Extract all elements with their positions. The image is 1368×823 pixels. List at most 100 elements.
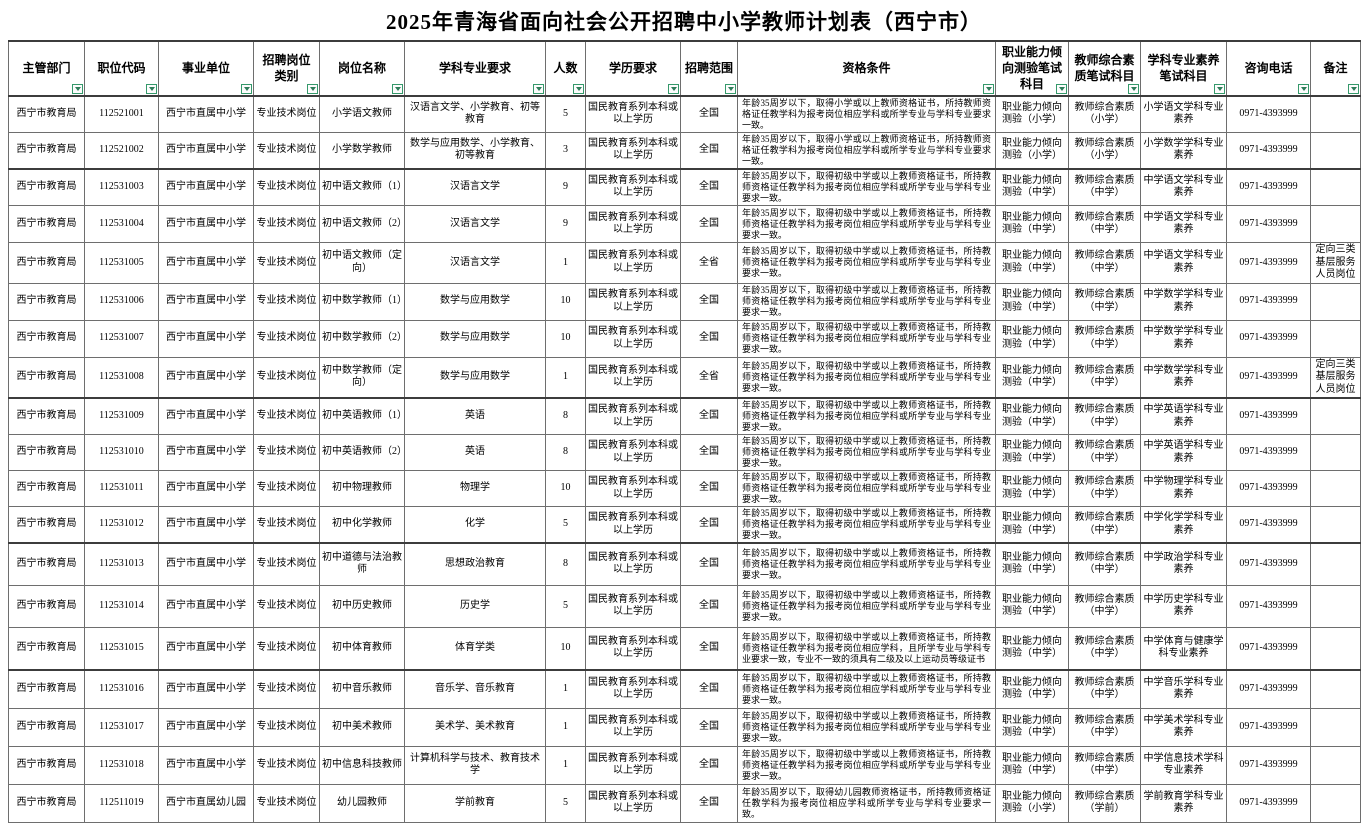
column-header-code: 职位代码	[84, 40, 159, 97]
table-body: 西宁市教育局 112521001 西宁市直属中小学 专业技术岗位 小学语文教师 …	[8, 95, 1361, 823]
page-title: 2025年青海省面向社会公开招聘中小学教师计划表（西宁市）	[386, 10, 982, 34]
cell-count: 10	[545, 282, 586, 321]
filter-dropdown-icon	[394, 86, 401, 91]
filter-dropdown-icon	[575, 86, 582, 91]
cell-post: 初中音乐教师	[319, 669, 405, 709]
filter-button[interactable]	[72, 83, 83, 94]
cell-code: 112521002	[84, 131, 159, 170]
cell-code: 112531004	[84, 205, 159, 244]
cell-post: 初中美术教师	[319, 707, 405, 747]
filter-dropdown-icon	[1350, 86, 1357, 91]
filter-button[interactable]	[668, 83, 679, 94]
filter-button[interactable]	[573, 83, 584, 94]
table-row: 西宁市教育局 112531007 西宁市直属中小学 专业技术岗位 初中数学教师（…	[8, 319, 1361, 358]
cell-phone: 0971-4393999	[1226, 397, 1311, 436]
spreadsheet-page: 2025年青海省面向社会公开招聘中小学教师计划表（西宁市） 主管部门 职位代码 …	[8, 10, 1361, 823]
cell-count: 8	[545, 542, 586, 586]
cell-scope: 全国	[680, 131, 738, 170]
filter-dropdown-icon	[309, 86, 316, 91]
filter-button[interactable]	[725, 83, 736, 94]
column-header-phone: 咨询电话	[1226, 40, 1311, 97]
table-row: 西宁市教育局 112531008 西宁市直属中小学 专业技术岗位 初中数学教师（…	[8, 356, 1361, 400]
cell-education: 国民教育系列本科或以上学历	[585, 626, 681, 672]
cell-post: 初中语文教师（1）	[319, 168, 405, 207]
cell-count: 5	[545, 584, 586, 628]
cell-phone: 0971-4393999	[1226, 131, 1311, 170]
cell-scope: 全国	[680, 626, 738, 672]
cell-dept: 西宁市教育局	[8, 470, 85, 508]
cell-subject-exam: 中学美术学科专业素养	[1140, 707, 1227, 747]
cell-phone: 0971-4393999	[1226, 319, 1311, 358]
cell-count: 1	[545, 242, 586, 284]
filter-button[interactable]	[1056, 83, 1067, 94]
filter-button[interactable]	[1214, 83, 1225, 94]
cell-remark	[1310, 745, 1361, 785]
cell-code: 112531015	[84, 626, 159, 672]
cell-major: 汉语言文学	[404, 168, 546, 207]
cell-post: 初中数学教师（1）	[319, 282, 405, 321]
cell-category: 专业技术岗位	[253, 242, 320, 284]
cell-post: 小学语文教师	[319, 95, 405, 133]
cell-subject-exam: 中学信息技术学科专业素养	[1140, 745, 1227, 785]
table-row: 西宁市教育局 112531011 西宁市直属中小学 专业技术岗位 初中物理教师 …	[8, 470, 1361, 508]
cell-remark	[1310, 282, 1361, 321]
column-header-label: 教师综合素质笔试科目	[1074, 53, 1135, 84]
cell-qualification: 年龄35周岁以下，取得初级中学或以上教师资格证书，所持教师资格证任教学科为报考岗…	[737, 626, 996, 672]
cell-category: 专业技术岗位	[253, 397, 320, 436]
cell-qualification: 年龄35周岁以下，取得初级中学或以上教师资格证书，所持教师资格证任教学科为报考岗…	[737, 282, 996, 321]
cell-scope: 全国	[680, 542, 738, 586]
cell-dept: 西宁市教育局	[8, 397, 85, 436]
cell-major: 英语	[404, 397, 546, 436]
cell-remark	[1310, 470, 1361, 508]
filter-button[interactable]	[392, 83, 403, 94]
cell-quality-exam: 教师综合素质（中学）	[1068, 626, 1141, 672]
cell-qualification: 年龄35周岁以下，取得初级中学或以上教师资格证书，所持教师资格证任教学科为报考岗…	[737, 319, 996, 358]
cell-phone: 0971-4393999	[1226, 282, 1311, 321]
cell-post: 初中数学教师（定向）	[319, 356, 405, 400]
cell-category: 专业技术岗位	[253, 783, 320, 823]
filter-button[interactable]	[1128, 83, 1139, 94]
filter-button[interactable]	[533, 83, 544, 94]
cell-code: 112531016	[84, 669, 159, 709]
cell-qualification: 年龄35周岁以下，取得初级中学或以上教师资格证书，所持教师资格证任教学科为报考岗…	[737, 745, 996, 785]
column-header-unit: 事业单位	[158, 40, 254, 97]
table-header: 主管部门 职位代码 事业单位 招聘岗位类别 岗位名称 学科专业要求 人数 学历要…	[8, 40, 1361, 97]
cell-phone: 0971-4393999	[1226, 707, 1311, 747]
cell-subject-exam: 中学英语学科专业素养	[1140, 397, 1227, 436]
cell-subject-exam: 小学数学学科专业素养	[1140, 131, 1227, 170]
cell-education: 国民教育系列本科或以上学历	[585, 168, 681, 207]
cell-scope: 全国	[680, 470, 738, 508]
cell-scope: 全省	[680, 242, 738, 284]
cell-count: 1	[545, 669, 586, 709]
cell-subject-exam: 中学体育与健康学科专业素养	[1140, 626, 1227, 672]
filter-button[interactable]	[307, 83, 318, 94]
cell-subject-exam: 中学物理学科专业素养	[1140, 470, 1227, 508]
cell-post: 初中物理教师	[319, 470, 405, 508]
cell-phone: 0971-4393999	[1226, 584, 1311, 628]
table-row: 西宁市教育局 112531016 西宁市直属中小学 专业技术岗位 初中音乐教师 …	[8, 669, 1361, 709]
table-row: 西宁市教育局 112521002 西宁市直属中小学 专业技术岗位 小学数学教师 …	[8, 131, 1361, 170]
cell-aptitude-exam: 职业能力倾向测验（中学）	[995, 168, 1069, 207]
cell-quality-exam: 教师综合素质（中学）	[1068, 356, 1141, 400]
filter-button[interactable]	[983, 83, 994, 94]
filter-button[interactable]	[241, 83, 252, 94]
cell-education: 国民教育系列本科或以上学历	[585, 282, 681, 321]
cell-qualification: 年龄35周岁以下，取得初级中学或以上教师资格证书，所持教师资格证任教学科为报考岗…	[737, 242, 996, 284]
cell-count: 1	[545, 745, 586, 785]
cell-unit: 西宁市直属中小学	[158, 470, 254, 508]
table-row: 西宁市教育局 112531004 西宁市直属中小学 专业技术岗位 初中语文教师（…	[8, 205, 1361, 244]
cell-aptitude-exam: 职业能力倾向测验（中学）	[995, 669, 1069, 709]
cell-dept: 西宁市教育局	[8, 95, 85, 133]
cell-quality-exam: 教师综合素质（小学）	[1068, 131, 1141, 170]
cell-remark	[1310, 669, 1361, 709]
cell-remark	[1310, 542, 1361, 586]
filter-button[interactable]	[146, 83, 157, 94]
filter-button[interactable]	[1298, 83, 1309, 94]
cell-unit: 西宁市直属中小学	[158, 131, 254, 170]
cell-count: 5	[545, 95, 586, 133]
cell-major: 英语	[404, 434, 546, 472]
cell-qualification: 年龄35周岁以下，取得小学或以上教师资格证书，所持教师资格证任教学科为报考岗位相…	[737, 95, 996, 133]
filter-button[interactable]	[1348, 83, 1359, 94]
cell-remark	[1310, 168, 1361, 207]
cell-remark	[1310, 506, 1361, 545]
